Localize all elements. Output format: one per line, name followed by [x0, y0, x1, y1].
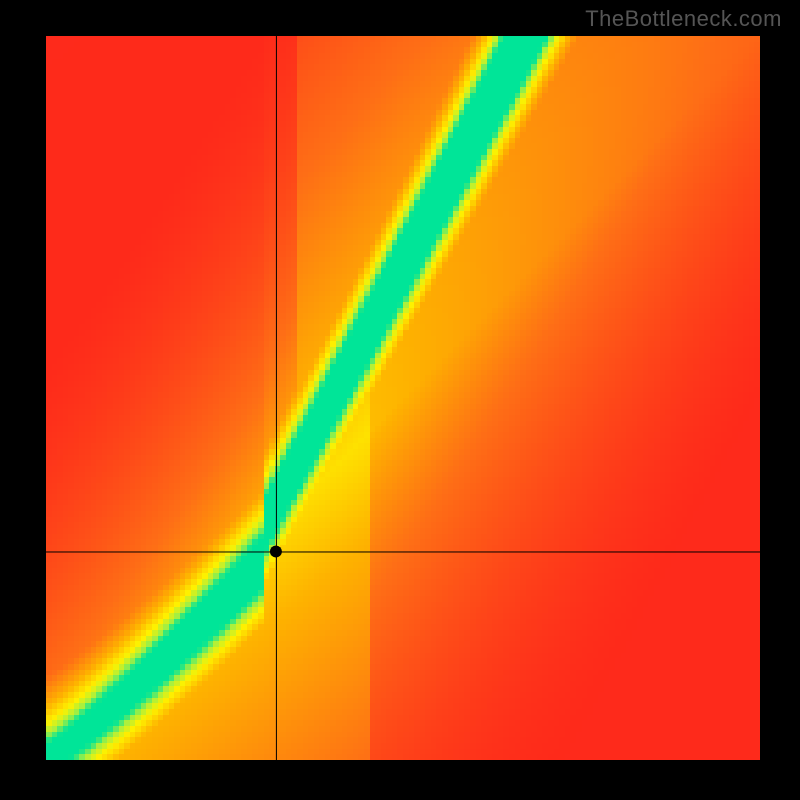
watermark-text: TheBottleneck.com — [585, 6, 782, 32]
overlay-canvas — [46, 36, 760, 760]
chart-frame: TheBottleneck.com — [0, 0, 800, 800]
